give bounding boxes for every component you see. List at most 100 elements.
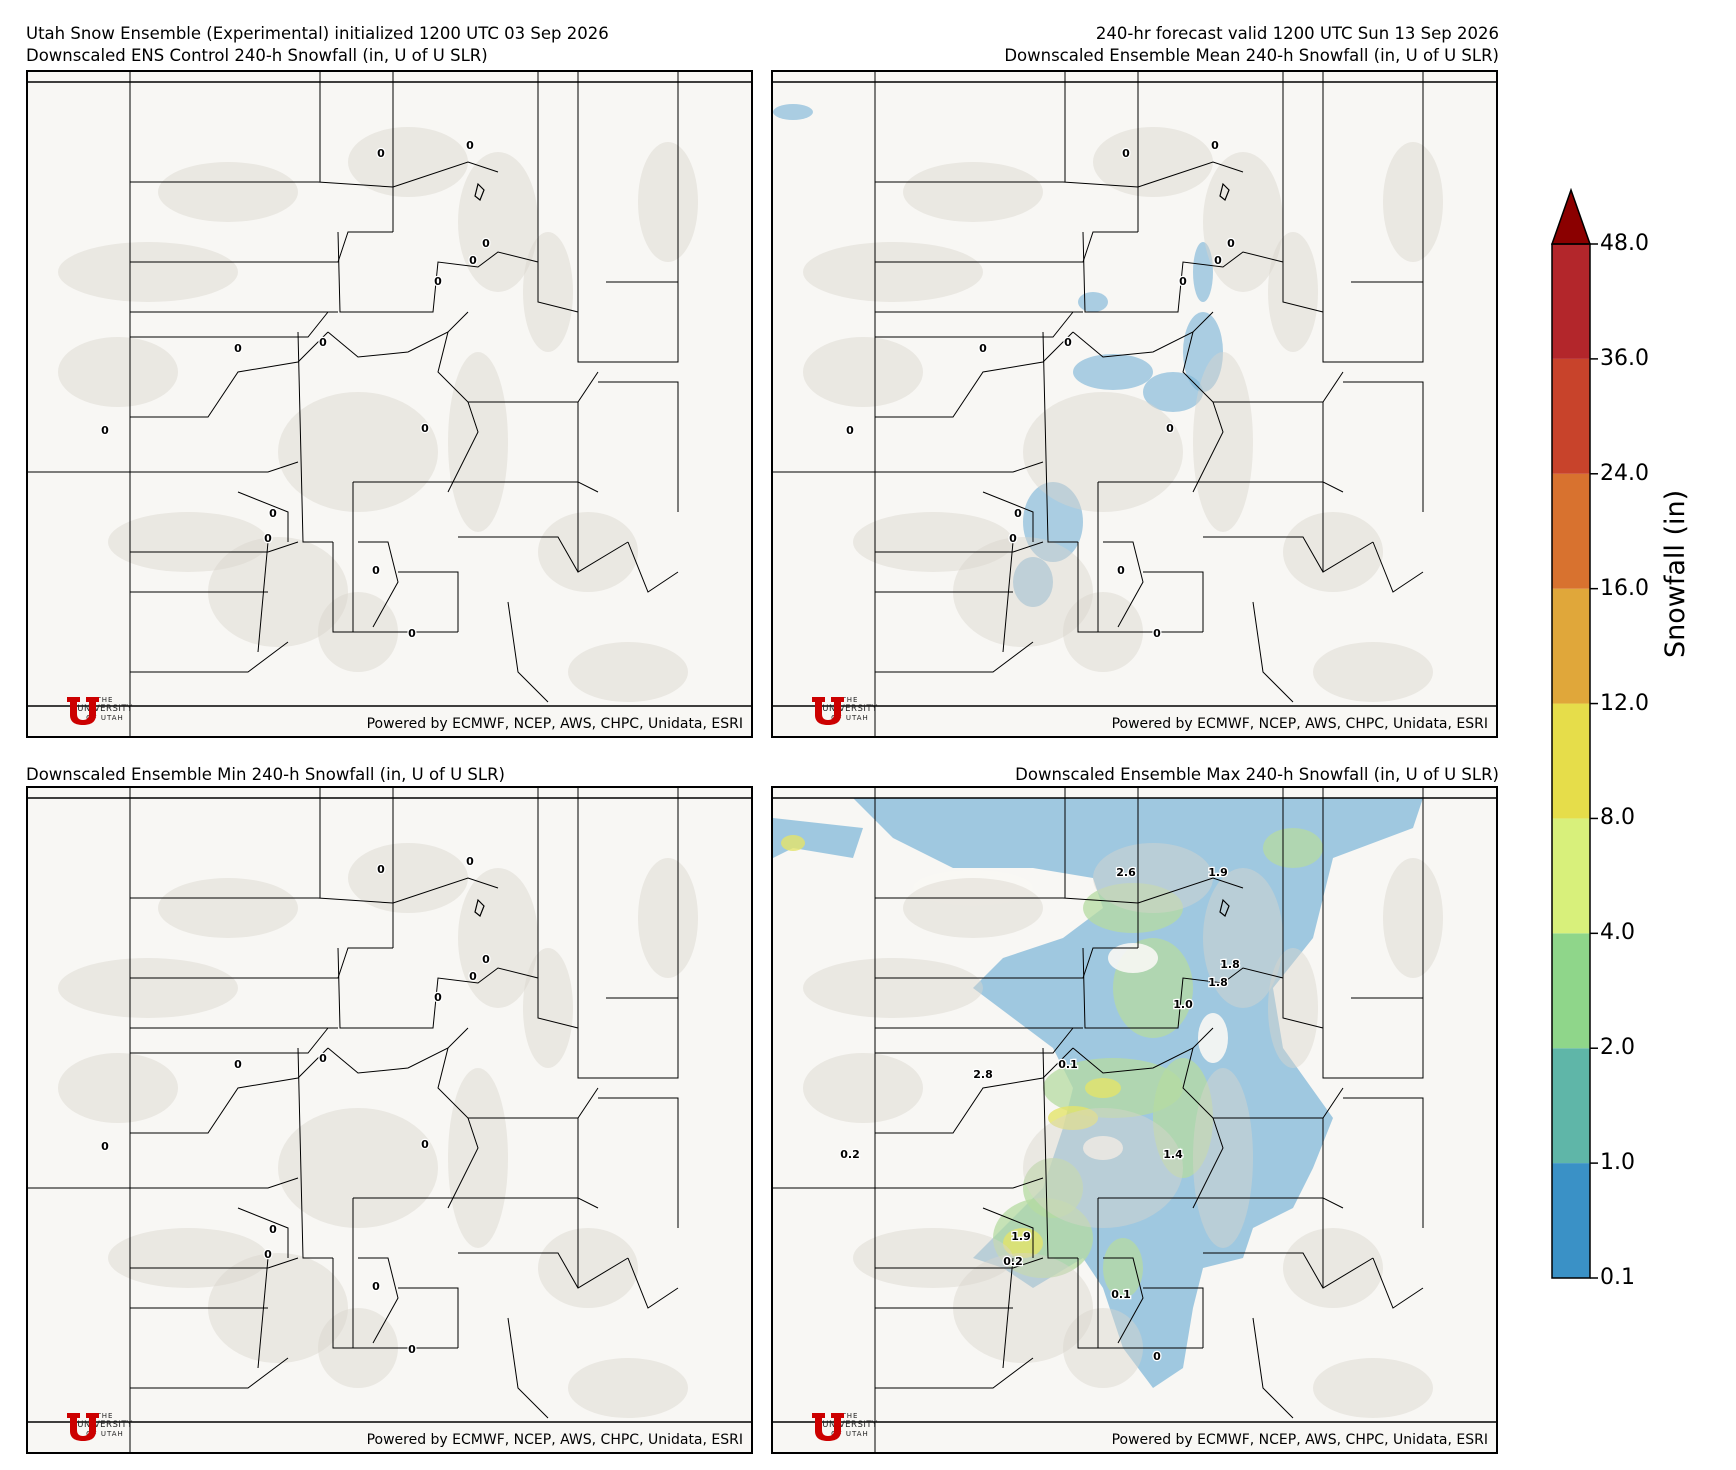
snowfall-point-label: 0 xyxy=(421,422,429,435)
header-title-left: Utah Snow Ensemble (Experimental) initia… xyxy=(26,24,609,43)
colorbar-segment xyxy=(1552,818,1590,934)
colorbar-tick-label: 2.0 xyxy=(1600,1035,1635,1061)
colorbar-segment xyxy=(1552,1048,1590,1164)
snowfall-point-label: 0 xyxy=(979,342,987,355)
colorbar-scale xyxy=(1550,187,1598,1279)
colorbar-tick-label: 36.0 xyxy=(1600,345,1649,371)
snowfall-point-label: 0 xyxy=(482,237,490,250)
snowfall-point-label: 1.4 xyxy=(1163,1148,1183,1161)
snowfall-point-label: 0 xyxy=(377,147,385,160)
snowfall-point-label: 0.1 xyxy=(1111,1288,1131,1301)
credits-text: Powered by ECMWF, NCEP, AWS, CHPC, Unida… xyxy=(366,1432,743,1448)
colorbar-tick-label: 24.0 xyxy=(1600,460,1649,486)
u-logo-icon xyxy=(67,1413,99,1441)
credits-text: Powered by ECMWF, NCEP, AWS, CHPC, Unida… xyxy=(366,716,743,732)
u-logo-icon xyxy=(812,697,844,725)
snowfall-point-label: 0 xyxy=(1227,237,1235,250)
colorbar-title: Snowfall (in) xyxy=(1660,489,1691,658)
snowfall-point-label: 0 xyxy=(1153,627,1161,640)
colorbar-tick-label: 8.0 xyxy=(1600,805,1635,831)
colorbar-tick-label: 4.0 xyxy=(1600,920,1635,946)
snowfall-point-label: 0 xyxy=(1166,422,1174,435)
snowfall-point-label: 0 xyxy=(469,970,477,983)
colorbar-segment xyxy=(1552,244,1590,359)
snowfall-point-label: 0 xyxy=(319,336,327,349)
university-logo: THE UNIVERSITY OF UTAH xyxy=(811,1412,889,1441)
colorbar-tick-label: 1.0 xyxy=(1600,1150,1635,1176)
snowfall-point-label: 0 xyxy=(101,424,109,437)
snowfall-point-label: 1.9 xyxy=(1208,866,1228,879)
university-logo: THE UNIVERSITY OF UTAH xyxy=(66,696,144,725)
snowfall-point-label: 0.1 xyxy=(1058,1058,1078,1071)
snowfall-point-label: 0 xyxy=(319,1052,327,1065)
colorbar-tick-label: 48.0 xyxy=(1600,231,1649,256)
snowfall-point-label: 1.8 xyxy=(1220,958,1240,971)
snowfall-point-label: 0.2 xyxy=(1003,1255,1023,1268)
colorbar-segment xyxy=(1552,473,1590,589)
snowfall-point-label: 0 xyxy=(1014,507,1022,520)
colorbar-extend-arrow xyxy=(1550,187,1592,245)
u-logo-icon xyxy=(812,1413,844,1441)
colorbar-tick-label: 16.0 xyxy=(1600,575,1649,601)
snowfall-point-label: 0 xyxy=(846,424,854,437)
snowfall-point-label: 0 xyxy=(466,855,474,868)
snowfall-point-label: 0 xyxy=(101,1140,109,1153)
snowfall-point-label: 0 xyxy=(434,275,442,288)
colorbar: 0.1 1.0 2.0 4.0 8.0 12.0 16.0 24.0 36.0 48.0 Snow… xyxy=(1530,187,1736,1290)
snowfall-point-label: 0 xyxy=(1009,532,1017,545)
snowfall-point-label: 0 xyxy=(264,532,272,545)
colorbar-segment xyxy=(1552,703,1590,819)
colorbar-segment xyxy=(1552,1163,1590,1278)
snowfall-point-label: 0 xyxy=(1122,147,1130,160)
colorbar-segment xyxy=(1552,588,1590,704)
colorbar-tick-label: 0.1 xyxy=(1600,1265,1635,1290)
snowfall-point-label: 0 xyxy=(234,1058,242,1071)
panel-title-max: Downscaled Ensemble Max 240-h Snowfall (… xyxy=(1015,765,1499,784)
snowfall-point-label: 0 xyxy=(372,564,380,577)
header-title-right: 240-hr forecast valid 1200 UTC Sun 13 Se… xyxy=(1095,24,1499,43)
snowfall-point-label: 1.9 xyxy=(1011,1230,1031,1243)
snowfall-point-label: 0 xyxy=(434,991,442,1004)
map-canvas: 2.6 1.9 1.8 1.8 1.0 0.1 2.8 0.2 1.4 1.9 0.2 0.1 0 xyxy=(773,788,1496,1452)
snowfall-point-label: 0 xyxy=(1117,564,1125,577)
snowfall-point-label: 0 xyxy=(377,863,385,876)
snowfall-point-label: 1.8 xyxy=(1208,976,1228,989)
snowfall-point-label: 0 xyxy=(269,1223,277,1236)
university-logo: THE UNIVERSITY OF UTAH xyxy=(66,1412,144,1441)
map-panel-max: 2.6 1.9 1.8 1.8 1.0 0.1 2.8 0.2 1.4 1.9 0.2 0.1 0 TH… xyxy=(771,786,1498,1454)
snowfall-point-label: 0 xyxy=(469,254,477,267)
panel-title-control: Downscaled ENS Control 240-h Snowfall (i… xyxy=(26,46,488,65)
snowfall-point-label: 0 xyxy=(1064,336,1072,349)
snowfall-point-label: 0 xyxy=(1153,1350,1161,1363)
snowfall-point-label: 0 xyxy=(408,627,416,640)
snowfall-point-label: 0 xyxy=(1179,275,1187,288)
snowfall-point-label: 0 xyxy=(372,1280,380,1293)
colorbar-segment xyxy=(1552,358,1590,474)
panel-title-mean: Downscaled Ensemble Mean 240-h Snowfall … xyxy=(1004,46,1499,65)
u-logo-icon xyxy=(67,697,99,725)
snowfall-point-label: 0 xyxy=(408,1343,416,1356)
panel-title-min: Downscaled Ensemble Min 240-h Snowfall (… xyxy=(26,765,505,784)
snowfall-point-label: 0 xyxy=(234,342,242,355)
snowfall-point-label: 0.2 xyxy=(840,1148,860,1161)
colorbar-tick-label: 12.0 xyxy=(1600,690,1649,716)
colorbar-segment xyxy=(1552,933,1590,1049)
snowfall-point-label: 0 xyxy=(1211,139,1219,152)
credits-text: Powered by ECMWF, NCEP, AWS, CHPC, Unida… xyxy=(1111,1432,1488,1448)
snowfall-point-label: 0 xyxy=(1214,254,1222,267)
snowfall-point-label: 0 xyxy=(421,1138,429,1151)
snowfall-point-label: 1.0 xyxy=(1173,998,1193,1011)
university-logo: THE UNIVERSITY OF UTAH xyxy=(811,696,889,725)
snowfall-point-label: 0 xyxy=(269,507,277,520)
snowfall-point-label: 0 xyxy=(264,1248,272,1261)
snowfall-point-label: 2.6 xyxy=(1116,866,1136,879)
snowfall-point-label: 2.8 xyxy=(973,1068,993,1081)
snowfall-point-label: 0 xyxy=(482,953,490,966)
snowfall-point-label: 0 xyxy=(466,139,474,152)
